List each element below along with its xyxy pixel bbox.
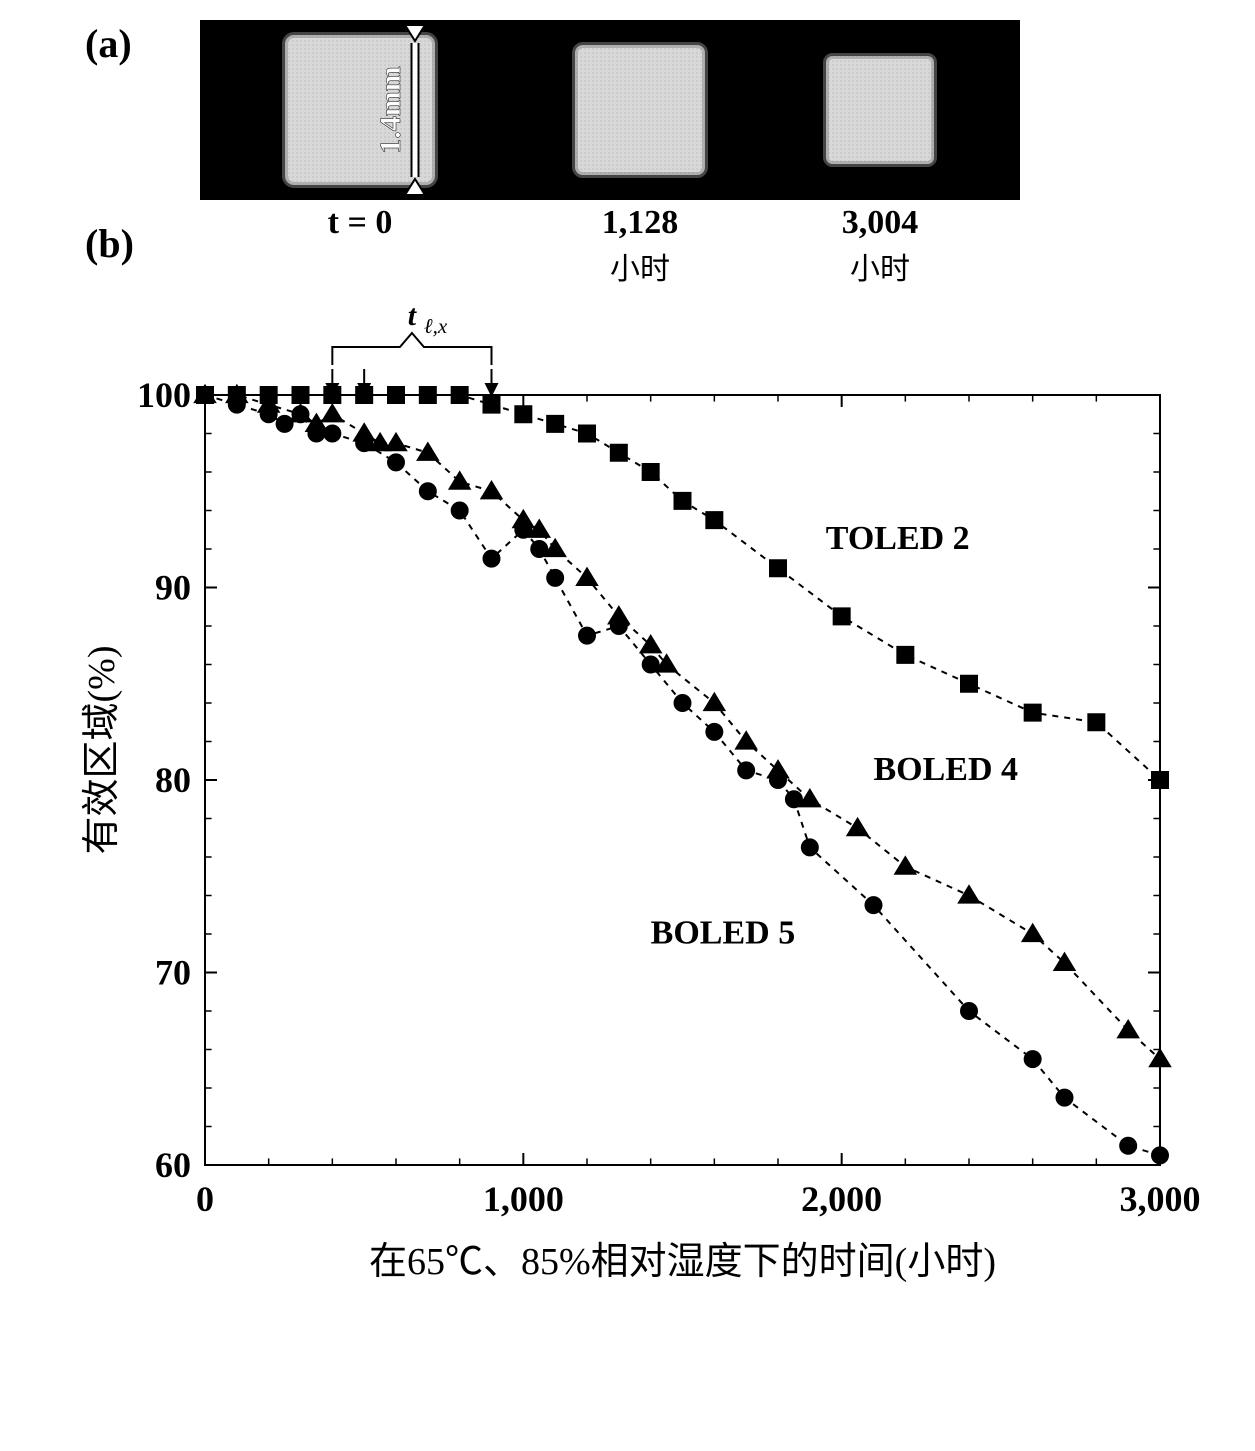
svg-text:TOLED 2: TOLED 2 (826, 520, 970, 557)
svg-text:80: 80 (155, 760, 191, 800)
svg-text:60: 60 (155, 1145, 191, 1185)
svg-text:90: 90 (155, 568, 191, 608)
svg-text:3,000: 3,000 (1120, 1179, 1201, 1219)
svg-text:1,000: 1,000 (483, 1179, 564, 1219)
svg-text:0: 0 (196, 1179, 214, 1219)
y-axis-label-text: 有效区域(%) (81, 646, 123, 855)
svg-text:t: t (408, 299, 418, 332)
svg-text:2,000: 2,000 (801, 1179, 882, 1219)
x-axis-label: 在65℃、85%相对湿度下的时间(小时) (205, 1230, 1160, 1285)
svg-text:ℓ,x: ℓ,x (424, 314, 448, 338)
y-axis-label: 有效区域(%) (70, 550, 125, 950)
svg-text:70: 70 (155, 953, 191, 993)
svg-text:BOLED 4: BOLED 4 (874, 751, 1019, 788)
svg-text:BOLED 5: BOLED 5 (651, 915, 796, 952)
x-axis-label-text: 在65℃、85%相对湿度下的时间(小时) (369, 1241, 996, 1283)
svg-text:100: 100 (137, 375, 191, 415)
